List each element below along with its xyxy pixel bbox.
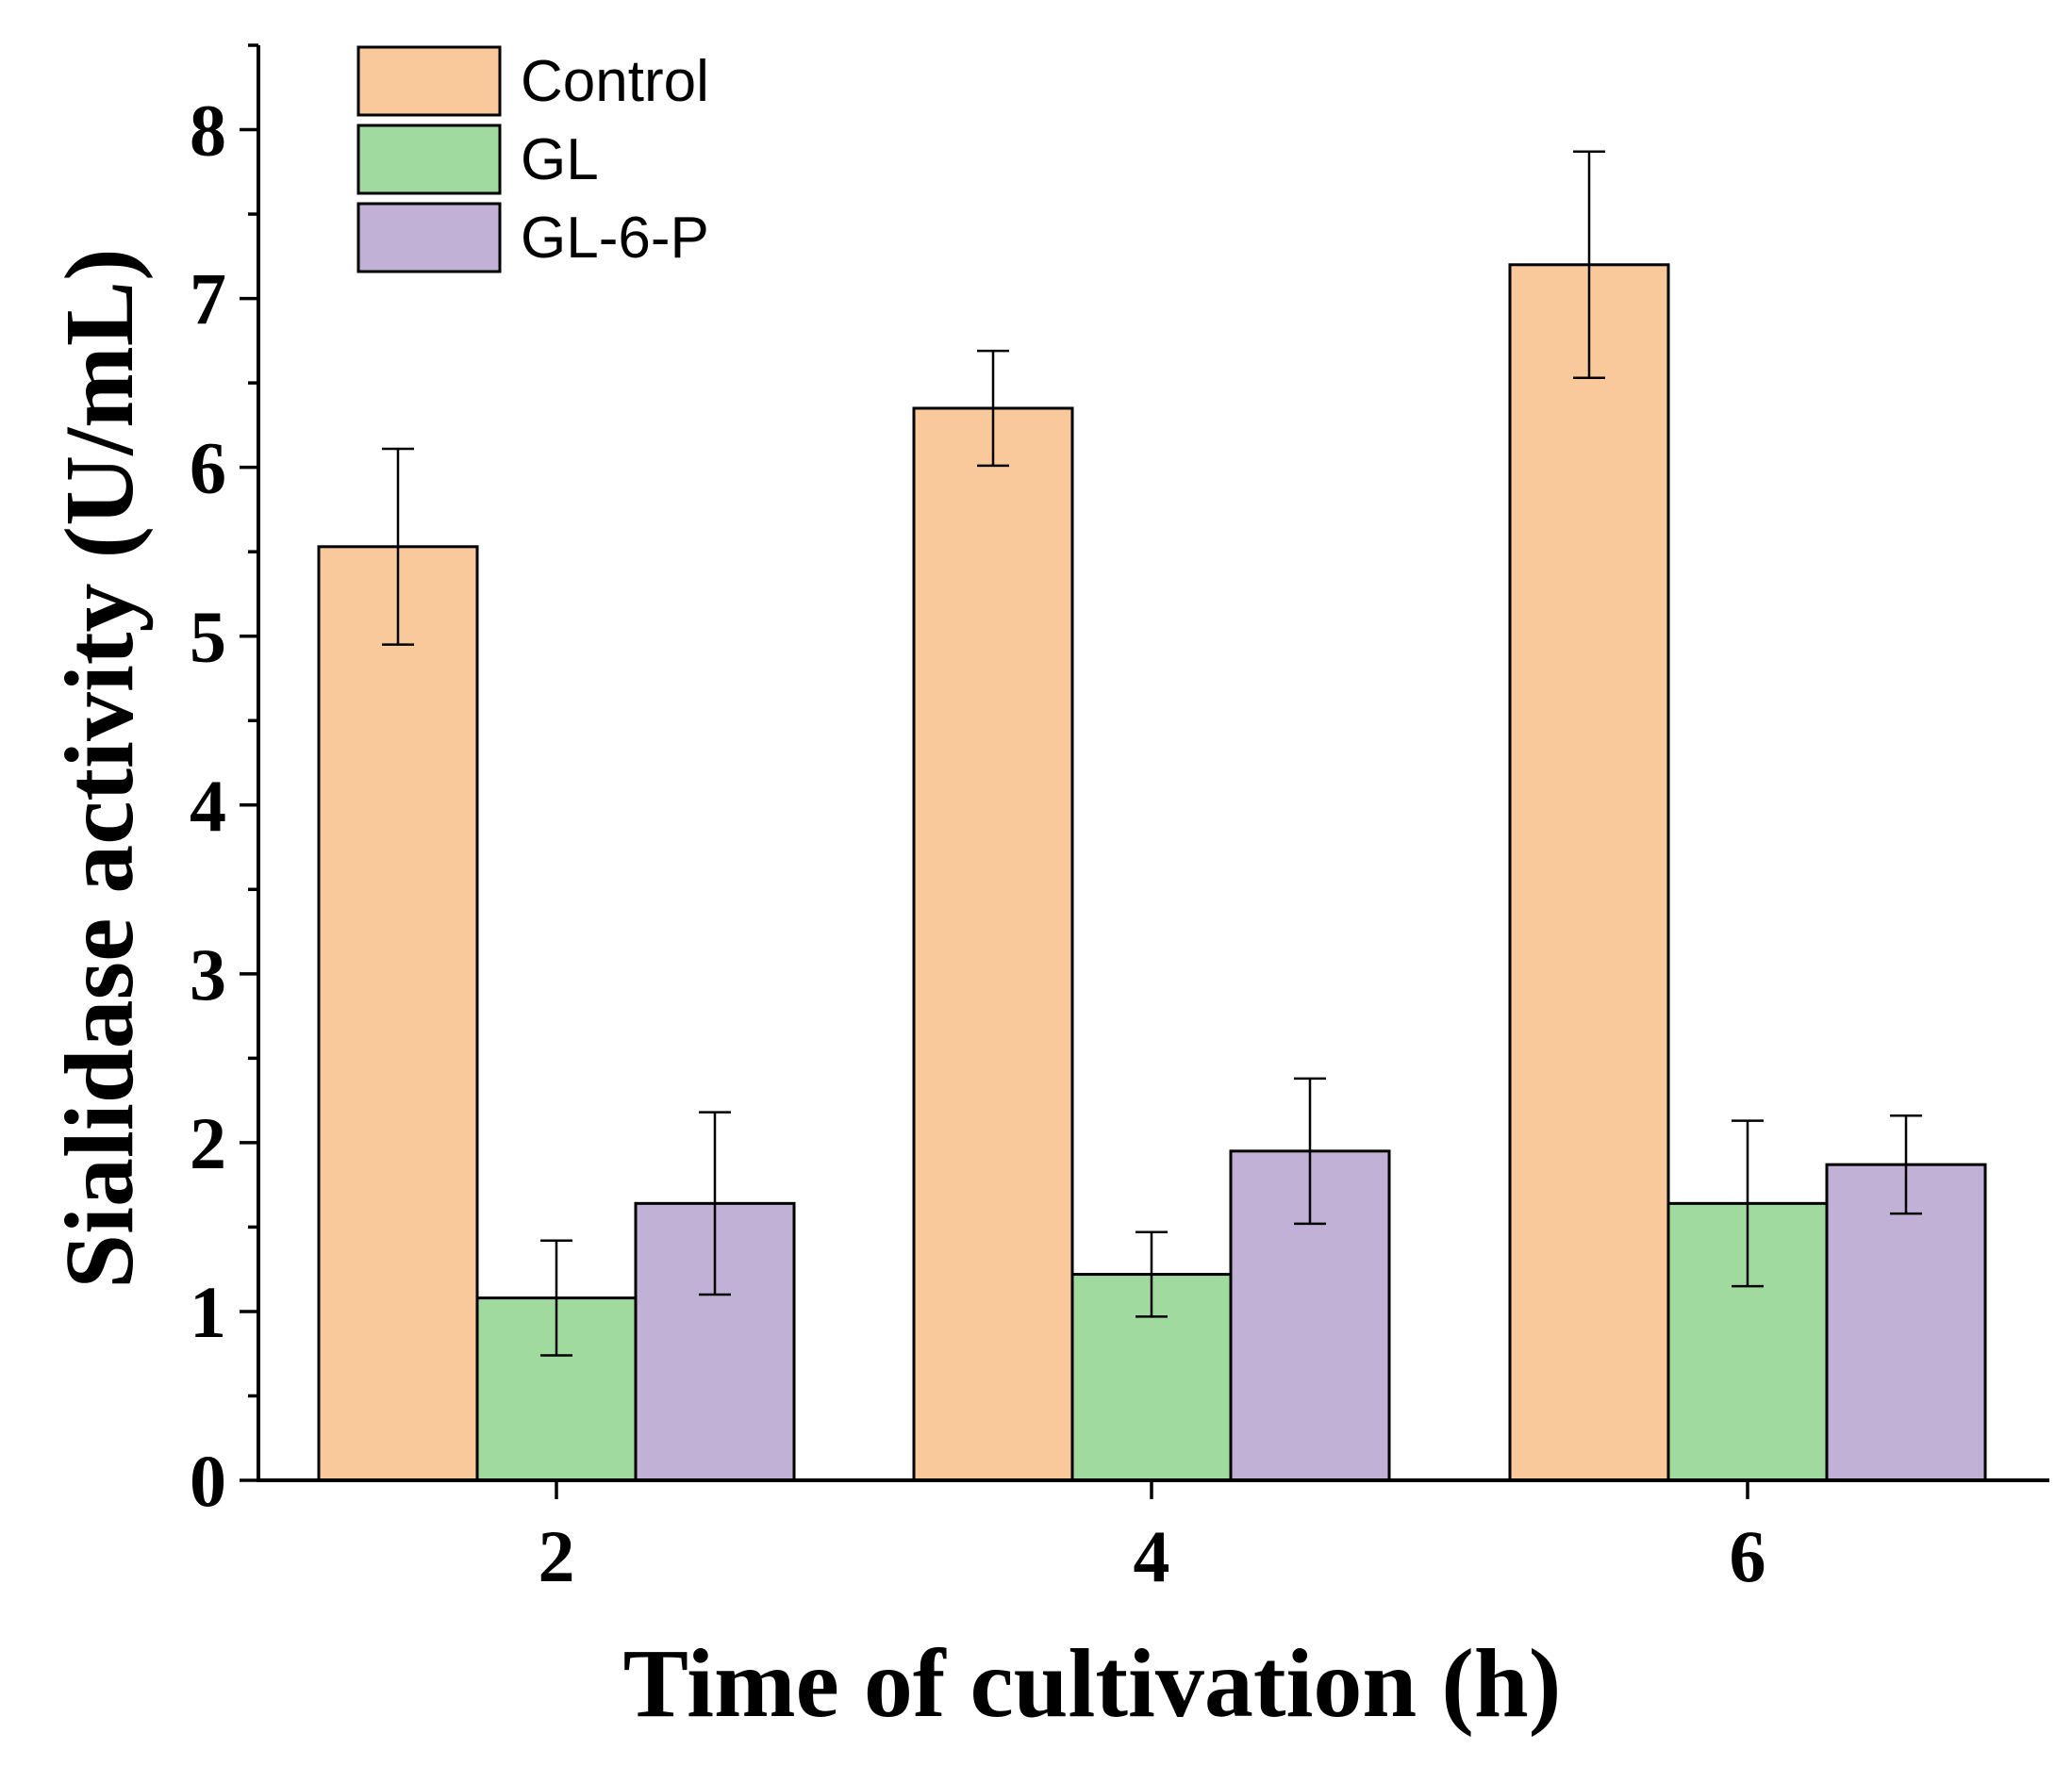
axes-layer: 0 1 2 3 4 5 6 7 8 2 4 6 [190, 43, 2049, 1597]
error-bar-gl-6-p-2h [699, 1111, 731, 1296]
error-bar-gl-4h [1135, 1230, 1168, 1318]
x-tick-label: 6 [1730, 1515, 1766, 1597]
error-bar-control-2h [382, 447, 414, 646]
legend-item-gl: GL [356, 124, 599, 195]
y-tick-label: 1 [190, 1271, 226, 1353]
error-bar-gl-6h [1732, 1119, 1764, 1288]
y-tick-label: 6 [190, 427, 226, 509]
y-tick-label: 4 [190, 765, 226, 847]
legend-label: Control [521, 49, 709, 114]
x-tick-label: 2 [539, 1515, 575, 1597]
y-tick-label: 0 [190, 1440, 226, 1522]
error-bar-control-6h [1573, 150, 1605, 379]
bar-control-4h [912, 406, 1074, 1482]
legend-swatch [356, 202, 502, 273]
legend-item-gl-6-p: GL-6-P [356, 202, 709, 273]
y-axis-title: Sialidase activity (U/mL) [45, 248, 154, 1288]
error-bar-control-4h [977, 349, 1009, 468]
y-tick-label: 8 [190, 90, 226, 172]
y-tick-label: 2 [190, 1102, 226, 1184]
legend-swatch [356, 45, 502, 117]
legend-swatch [356, 124, 502, 195]
error-bar-gl-6-p-4h [1294, 1077, 1326, 1226]
error-bars-layer [382, 150, 1922, 1357]
y-tick-label: 5 [190, 596, 226, 678]
legend-label: GL [521, 127, 599, 192]
error-bar-gl-2h [540, 1239, 572, 1357]
legend-label: GL-6-P [521, 206, 709, 271]
bar-control-2h [317, 545, 479, 1482]
error-bar-gl-6-p-6h [1890, 1114, 1922, 1215]
y-tick-label: 7 [190, 258, 226, 340]
y-tick-label: 3 [190, 933, 226, 1015]
x-axis-title: Time of cultivation (h) [623, 1629, 1562, 1738]
bar-control-6h [1508, 263, 1670, 1482]
legend: Control GL GL-6-P [356, 45, 709, 273]
x-tick-label: 4 [1134, 1515, 1170, 1597]
legend-item-control: Control [356, 45, 709, 117]
